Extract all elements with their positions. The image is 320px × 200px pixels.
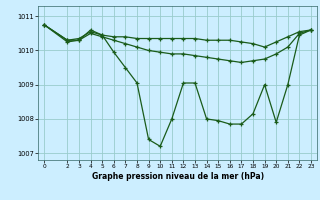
X-axis label: Graphe pression niveau de la mer (hPa): Graphe pression niveau de la mer (hPa) bbox=[92, 172, 264, 181]
